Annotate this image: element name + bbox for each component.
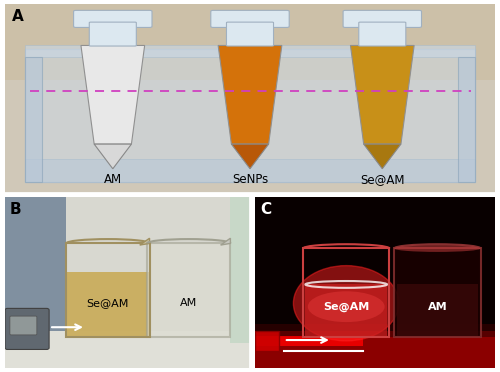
- FancyBboxPatch shape: [255, 324, 495, 368]
- FancyBboxPatch shape: [226, 22, 274, 46]
- FancyBboxPatch shape: [74, 10, 152, 28]
- Text: B: B: [10, 202, 22, 217]
- FancyBboxPatch shape: [10, 316, 37, 335]
- FancyBboxPatch shape: [306, 285, 387, 336]
- FancyBboxPatch shape: [24, 159, 475, 182]
- Polygon shape: [232, 144, 268, 169]
- FancyBboxPatch shape: [5, 197, 66, 368]
- FancyBboxPatch shape: [5, 4, 495, 80]
- FancyBboxPatch shape: [66, 272, 150, 337]
- Polygon shape: [350, 45, 414, 144]
- Text: AM: AM: [180, 298, 198, 308]
- FancyBboxPatch shape: [5, 80, 495, 193]
- FancyBboxPatch shape: [255, 331, 495, 368]
- FancyBboxPatch shape: [24, 57, 42, 182]
- FancyBboxPatch shape: [359, 22, 406, 46]
- FancyBboxPatch shape: [255, 336, 363, 346]
- FancyBboxPatch shape: [66, 197, 250, 368]
- Text: SeNPs: SeNPs: [232, 173, 268, 186]
- FancyBboxPatch shape: [394, 248, 480, 337]
- FancyBboxPatch shape: [5, 331, 250, 368]
- Circle shape: [294, 266, 399, 341]
- Polygon shape: [220, 238, 230, 245]
- FancyBboxPatch shape: [211, 10, 289, 28]
- Text: C: C: [260, 202, 271, 217]
- FancyBboxPatch shape: [230, 197, 250, 343]
- Polygon shape: [364, 144, 401, 169]
- FancyBboxPatch shape: [396, 285, 478, 336]
- Text: Se@AM: Se@AM: [86, 298, 129, 308]
- FancyBboxPatch shape: [458, 57, 475, 182]
- Polygon shape: [81, 45, 144, 144]
- FancyBboxPatch shape: [147, 243, 230, 337]
- Text: Se@AM: Se@AM: [360, 173, 405, 186]
- Text: AM: AM: [104, 173, 122, 186]
- Polygon shape: [218, 45, 282, 144]
- FancyBboxPatch shape: [5, 308, 49, 349]
- FancyBboxPatch shape: [90, 22, 136, 46]
- Ellipse shape: [394, 245, 480, 252]
- FancyBboxPatch shape: [24, 49, 475, 182]
- Text: AM: AM: [428, 302, 447, 312]
- Polygon shape: [94, 144, 132, 169]
- FancyBboxPatch shape: [255, 331, 279, 351]
- FancyBboxPatch shape: [24, 45, 475, 57]
- Text: Se@AM: Se@AM: [323, 302, 370, 312]
- Ellipse shape: [308, 291, 384, 322]
- FancyBboxPatch shape: [255, 197, 495, 368]
- Polygon shape: [140, 238, 149, 245]
- FancyBboxPatch shape: [343, 10, 421, 28]
- Text: A: A: [12, 9, 24, 25]
- FancyBboxPatch shape: [255, 337, 495, 368]
